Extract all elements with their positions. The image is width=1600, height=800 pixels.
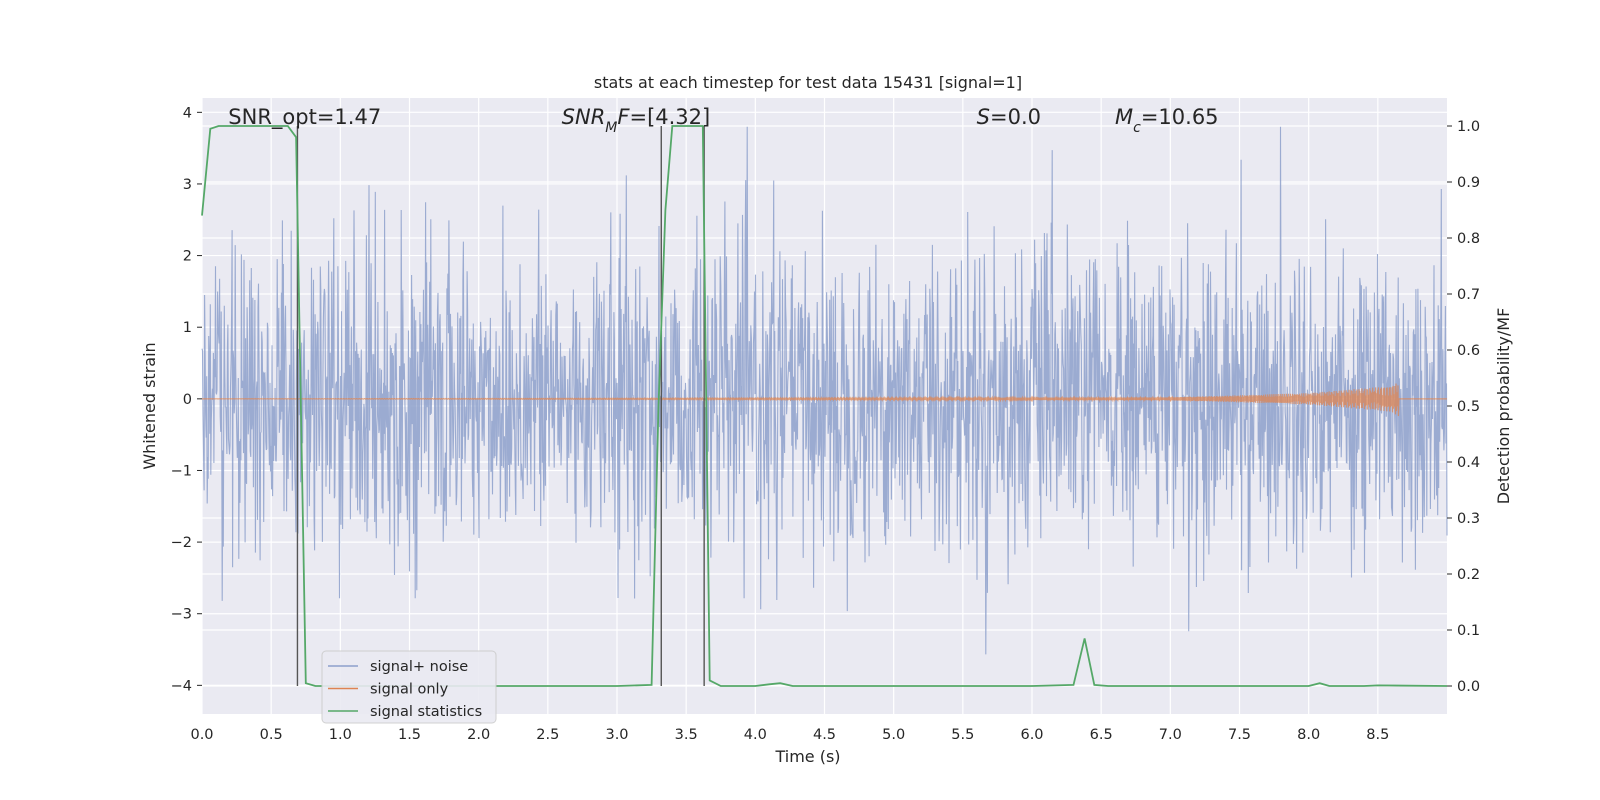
annotation-part: =10.65: [1141, 105, 1219, 129]
chart-title: stats at each timestep for test data 154…: [594, 73, 1022, 92]
legend-label: signal only: [370, 682, 449, 698]
x-tick-label: 1.0: [329, 727, 352, 743]
annotation-part: =[4.32]: [629, 105, 710, 129]
y-tick-label-left: 2: [183, 249, 192, 265]
y-tick-label-right: 0.5: [1457, 399, 1480, 415]
y-tick-label-left: −4: [171, 678, 192, 694]
y-tick-label-left: 4: [183, 105, 192, 121]
annotation: Mc=10.65: [1115, 105, 1219, 136]
annotation-part: S: [977, 105, 990, 129]
annotation-part: c: [1133, 120, 1141, 136]
x-tick-label: 8.0: [1297, 727, 1320, 743]
annotation: SNR_opt=1.47: [228, 105, 381, 130]
y-axis-label-left: Whitened strain: [140, 342, 159, 469]
legend-box: [321, 650, 497, 724]
annotations: SNR_opt=1.47 SNRMF=[4.32] S=0.0 Mc=10.65: [228, 105, 1218, 136]
annotation-part: F: [617, 105, 630, 129]
y-tick-label-right: 0.3: [1457, 511, 1480, 527]
signal-statistics-line: [201, 125, 1448, 687]
legend: signal+ noise signal only signal statistic…: [321, 650, 497, 724]
y-tick-label-left: −3: [171, 607, 192, 623]
y-tick-label-right: 0.8: [1457, 231, 1480, 247]
y-tick-label-right: 1.0: [1457, 119, 1480, 135]
y-tick-label-left: 0: [183, 392, 192, 408]
legend-label: signal+ noise: [370, 659, 468, 675]
y-tick-label-right: 0.9: [1457, 175, 1480, 191]
x-tick-label: 6.5: [1090, 727, 1113, 743]
noise-line: [201, 126, 1448, 655]
annotation-part: SNR: [562, 105, 606, 129]
x-tick-label: 2.5: [536, 727, 559, 743]
y-tick-label-left: −1: [171, 463, 192, 479]
axis-ticks: 0.0 0.5 1.0 1.5 2.0 2.5 3.0 3.5 4.0 4.5 5.0 5.5 6.0 6…: [171, 105, 1480, 743]
annotation-part: =0.0: [990, 105, 1041, 129]
x-tick-label: 8.5: [1366, 727, 1389, 743]
y-tick-label-right: 0.6: [1457, 343, 1480, 359]
x-tick-label: 4.5: [813, 727, 836, 743]
x-tick-label: 5.5: [951, 727, 974, 743]
y-tick-label-right: 0.1: [1457, 623, 1480, 639]
y-tick-label-right: 0.7: [1457, 287, 1480, 303]
y-tick-label-left: 1: [183, 320, 192, 336]
y-tick-label-right: 0.2: [1457, 567, 1480, 583]
x-tick-label: 5.0: [882, 727, 905, 743]
x-axis-label: Time (s): [774, 747, 840, 766]
series-signal-noise: [201, 126, 1448, 655]
x-tick-label: 0.5: [260, 727, 283, 743]
x-tick-label: 0.0: [190, 727, 213, 743]
annotation-part: M: [1115, 105, 1133, 129]
x-tick-label: 3.0: [605, 727, 628, 743]
signal-only-line: [202, 383, 1447, 417]
annotation: SNRMF=[4.32]: [562, 105, 711, 136]
x-tick-label: 4.0: [744, 727, 767, 743]
x-tick-label: 7.0: [1159, 727, 1182, 743]
series-signal-statistics: [201, 125, 1448, 687]
legend-label: signal statistics: [370, 704, 482, 720]
y-tick-label-right: 0.4: [1457, 455, 1480, 471]
annotation-part: M: [605, 120, 617, 136]
series-signal-only: [202, 383, 1447, 417]
x-tick-label: 2.0: [467, 727, 490, 743]
annotation: S=0.0: [977, 105, 1041, 129]
x-tick-label: 3.5: [675, 727, 698, 743]
x-tick-label: 1.5: [398, 727, 421, 743]
annotation-part: SNR_opt=1.47: [228, 105, 381, 130]
y-axis-label-right: Detection probability/MF: [1494, 308, 1513, 505]
y-tick-label-right: 0.0: [1457, 679, 1480, 695]
y-tick-label-left: −2: [171, 535, 192, 551]
x-tick-label: 6.0: [1020, 727, 1043, 743]
x-tick-label: 7.5: [1228, 727, 1251, 743]
y-tick-label-left: 3: [183, 177, 192, 193]
